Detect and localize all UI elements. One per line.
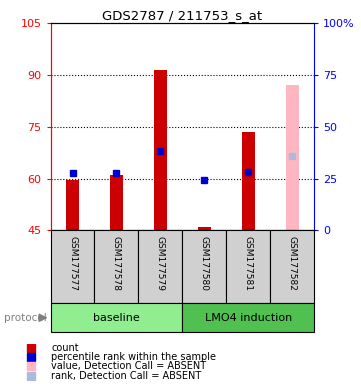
Bar bbox=[51, 230, 95, 303]
Text: rank, Detection Call = ABSENT: rank, Detection Call = ABSENT bbox=[51, 371, 201, 381]
Bar bbox=[154, 70, 167, 230]
Text: percentile rank within the sample: percentile rank within the sample bbox=[51, 353, 216, 362]
Text: count: count bbox=[51, 343, 79, 353]
Text: LMO4 induction: LMO4 induction bbox=[205, 313, 292, 323]
Text: GSM177580: GSM177580 bbox=[200, 235, 209, 291]
Bar bbox=[66, 180, 79, 230]
Bar bbox=[95, 230, 138, 303]
Text: GSM177581: GSM177581 bbox=[244, 235, 253, 291]
Bar bbox=[182, 303, 314, 332]
Title: GDS2787 / 211753_s_at: GDS2787 / 211753_s_at bbox=[102, 9, 262, 22]
Text: GSM177577: GSM177577 bbox=[68, 235, 77, 291]
Text: GSM177579: GSM177579 bbox=[156, 235, 165, 291]
Bar bbox=[182, 230, 226, 303]
Bar bbox=[198, 227, 211, 230]
Bar bbox=[110, 175, 123, 230]
Text: GSM177578: GSM177578 bbox=[112, 235, 121, 291]
Bar bbox=[226, 230, 270, 303]
Bar bbox=[138, 230, 182, 303]
Text: value, Detection Call = ABSENT: value, Detection Call = ABSENT bbox=[51, 361, 206, 371]
Bar bbox=[242, 132, 255, 230]
Text: baseline: baseline bbox=[93, 313, 140, 323]
Text: GSM177582: GSM177582 bbox=[288, 235, 297, 290]
Text: protocol: protocol bbox=[4, 313, 46, 323]
Bar bbox=[51, 303, 182, 332]
Bar bbox=[286, 85, 299, 230]
Bar bbox=[270, 230, 314, 303]
